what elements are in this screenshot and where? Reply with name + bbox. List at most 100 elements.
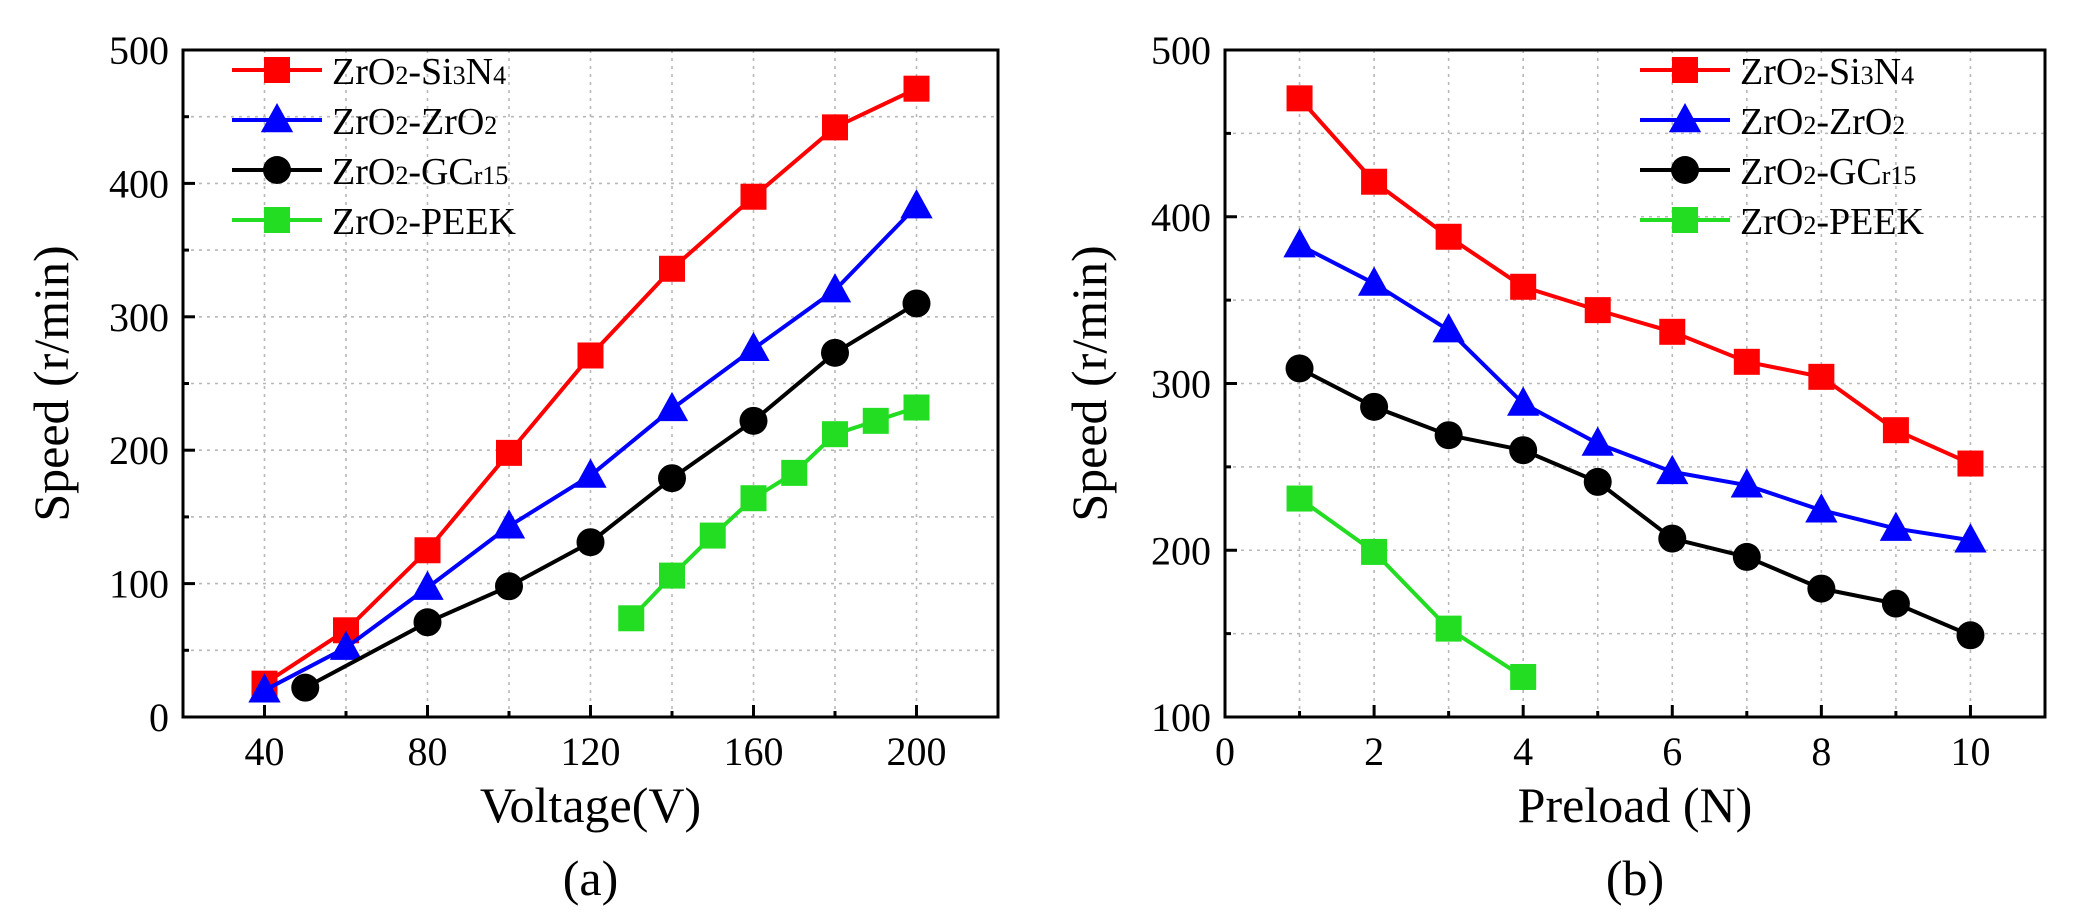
x-tick-label: 8 xyxy=(1811,729,1831,774)
data-point xyxy=(618,605,645,632)
x-axis-title: Voltage(V) xyxy=(480,777,701,833)
legend-marker xyxy=(260,103,294,133)
series-line xyxy=(304,301,918,690)
data-point xyxy=(1881,589,1910,618)
legend-label: ZrO2-Si3N4 xyxy=(1740,51,1914,93)
data-point xyxy=(1658,524,1687,553)
data-point xyxy=(903,394,930,421)
panel-a-grid xyxy=(183,50,998,717)
series-zro2-gcr15 xyxy=(291,289,931,702)
data-point xyxy=(699,522,726,549)
data-point xyxy=(1510,663,1537,690)
series-line xyxy=(1298,97,1972,466)
panel-label: (b) xyxy=(1606,850,1664,906)
data-point xyxy=(1879,511,1913,541)
series-zro2-peek xyxy=(618,394,930,632)
legend-marker xyxy=(264,57,290,83)
legend-entry: ZrO2-ZrO2 xyxy=(1640,101,1905,143)
data-point xyxy=(414,537,441,564)
y-tick-label: 400 xyxy=(1151,195,1211,240)
data-point xyxy=(737,331,770,362)
data-point xyxy=(1807,574,1836,603)
data-point xyxy=(1730,468,1763,498)
data-point xyxy=(577,342,604,369)
data-point xyxy=(1581,426,1614,456)
data-point xyxy=(862,407,889,434)
legend-label: ZrO2-PEEK xyxy=(332,201,517,243)
data-point xyxy=(903,75,930,102)
data-point xyxy=(1805,493,1838,523)
y-axis-title: Speed (r/min) xyxy=(23,245,79,521)
data-point xyxy=(1361,538,1388,565)
panel-b: 0 2 4 6 8 10 100 200 300 400 500 Preload (N) Speed (… xyxy=(1061,28,2047,906)
x-tick-label: 0 xyxy=(1215,729,1235,774)
x-axis-title: Preload (N) xyxy=(1518,777,1753,833)
series-zro2-si3n4 xyxy=(1286,85,1984,477)
legend-marker xyxy=(264,207,290,233)
legend-entry: ZrO2-PEEK xyxy=(1640,201,1925,243)
legend-marker xyxy=(1668,103,1702,133)
data-point xyxy=(1509,436,1538,465)
legend-entry: ZrO2-PEEK xyxy=(232,201,517,243)
data-point xyxy=(659,255,685,282)
data-point xyxy=(659,562,685,589)
data-point xyxy=(655,391,689,422)
x-tick-label: 2 xyxy=(1364,729,1384,774)
panel-label: (a) xyxy=(563,850,619,906)
y-tick-label: 400 xyxy=(109,161,169,206)
panel-b-legend: ZrO2-Si3N4 ZrO2-ZrO2 ZrO2-GCr15 ZrO2-PEEK xyxy=(1640,51,1925,243)
legend-label: ZrO2-GCr15 xyxy=(1740,151,1916,193)
x-tick-label: 40 xyxy=(245,729,285,774)
y-tick-label: 300 xyxy=(109,295,169,340)
data-point xyxy=(1357,266,1391,296)
legend-entry: ZrO2-Si3N4 xyxy=(1640,51,1914,93)
panel-a-legend: ZrO2-Si3N4 ZrO2-ZrO2 ZrO2-GCr15 ZrO2-PEEK xyxy=(232,51,517,243)
series-zro2-gcr15 xyxy=(1285,354,1985,650)
panel-a: 40 80 120 160 200 0 100 200 300 400 500 Voltage(V) S… xyxy=(23,28,1000,906)
y-tick-label: 100 xyxy=(109,562,169,607)
legend-label: ZrO2-PEEK xyxy=(1740,201,1925,243)
data-point xyxy=(1432,313,1465,343)
series-line xyxy=(1298,366,1972,638)
data-point xyxy=(1656,454,1689,485)
series-line xyxy=(1298,243,1971,543)
data-point xyxy=(248,673,281,703)
data-point xyxy=(1584,297,1611,324)
data-point xyxy=(574,458,607,488)
data-point xyxy=(1733,348,1760,375)
x-tick-label: 200 xyxy=(887,729,947,774)
data-point xyxy=(818,273,852,303)
series-line xyxy=(1298,496,1525,679)
y-tick-label: 300 xyxy=(1151,362,1211,407)
x-tick-label: 120 xyxy=(561,729,621,774)
data-point xyxy=(1507,386,1540,416)
data-point xyxy=(740,485,767,512)
data-point xyxy=(496,439,522,466)
data-point xyxy=(740,183,767,210)
data-point xyxy=(1285,354,1314,383)
y-tick-label: 0 xyxy=(149,695,169,740)
series-zro2-zro2 xyxy=(248,189,933,703)
legend-label: ZrO2-Si3N4 xyxy=(332,51,506,93)
legend-marker xyxy=(1672,57,1698,83)
data-point xyxy=(291,673,320,702)
data-point xyxy=(1732,542,1761,571)
series-zro2-si3n4 xyxy=(251,75,930,697)
data-point xyxy=(822,114,848,141)
x-tick-label: 4 xyxy=(1513,729,1533,774)
data-point xyxy=(1510,273,1537,300)
legend-entry: ZrO2-ZrO2 xyxy=(232,101,497,143)
x-tick-label: 10 xyxy=(1950,729,1990,774)
data-point xyxy=(1360,392,1389,421)
data-point xyxy=(821,338,849,367)
data-point xyxy=(1286,485,1313,512)
legend-entry: ZrO2-GCr15 xyxy=(232,151,508,193)
data-point xyxy=(1283,228,1316,258)
data-point xyxy=(1435,615,1462,642)
y-axis-title: Speed (r/min) xyxy=(1061,245,1117,521)
data-point xyxy=(900,189,933,219)
data-point xyxy=(781,459,808,486)
legend-label: ZrO2-ZrO2 xyxy=(332,101,497,143)
legend-entry: ZrO2-GCr15 xyxy=(1640,151,1916,193)
